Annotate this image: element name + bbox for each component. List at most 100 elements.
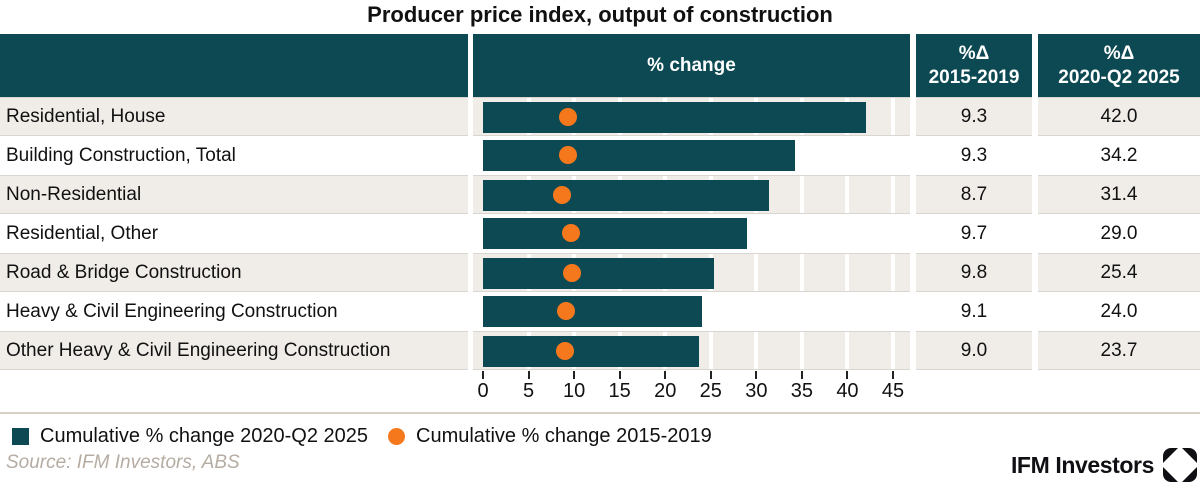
legend-divider [0,412,1200,414]
value-2015-2019: 9.3 [916,97,1032,136]
bar-2020-q2-2025 [483,296,702,327]
ifm-logo-icon [1163,448,1197,482]
axis-tick [800,371,803,379]
axis-tick-label: 5 [522,380,535,402]
dot-2015-2019 [558,146,577,164]
row-chart-cell [473,292,910,331]
row-chart-cell [473,136,910,175]
axis-tick [846,371,849,379]
header-2025-line1: %Δ [1103,43,1135,65]
ifm-wordmark: IFM Investors [1010,451,1154,478]
row-chart-cell [473,175,910,214]
row-label: Residential, Other [6,222,159,244]
row-chart-cell [473,253,910,292]
value-2015-2019: 9.0 [916,331,1032,370]
axis-tick [664,371,667,379]
gridline [845,254,850,291]
value-2020-q2-2025: 25.4 [1038,253,1200,292]
axis-tick-label: 30 [745,380,768,402]
header-2025-line2: 2020-Q2 2025 [1058,66,1180,88]
gridline [799,332,804,369]
source-note: Source: IFM Investors, ABS [6,452,240,473]
axis-tick-label: 15 [608,380,631,402]
legend-dot-swatch-icon [388,427,405,445]
axis-tick [618,371,621,379]
value-2020-q2-2025: 31.4 [1038,175,1200,214]
legend: Cumulative % change 2020-Q2 2025 Cumulat… [12,421,712,451]
gridline [754,332,759,369]
gridline [891,332,895,369]
axis-tick-label: 10 [562,380,586,402]
value-2020-q2-2025: 34.2 [1100,144,1138,166]
gridline [799,176,804,213]
table-row: Non-Residential 8.7 31.4 [0,175,1200,214]
legend-dot-label: Cumulative % change 2015-2019 [416,424,712,447]
gridline [799,254,804,291]
axis-tick [573,371,576,379]
value-2015-2019: 9.3 [960,144,988,166]
value-2020-q2-2025: 23.7 [1038,331,1200,370]
legend-bar-swatch-icon [12,427,29,445]
value-2015-2019: 8.7 [916,175,1032,214]
header-cell-2015-2019: %Δ 2015-2019 [916,34,1032,97]
axis-tick-label: 40 [836,380,859,402]
row-label: Other Heavy & Civil Engineering Construc… [0,331,468,370]
gridline [708,332,713,369]
row-label: Residential, House [0,97,468,136]
header-cell-2020-2025: %Δ 2020-Q2 2025 [1038,34,1200,97]
value-2015-2019: 9.8 [916,253,1032,292]
dot-2015-2019 [553,186,572,204]
axis-tick-label: 20 [654,380,677,402]
axis-tick-label: 0 [477,380,489,402]
gridline [891,176,895,213]
gridline [845,176,850,213]
bar-2020-q2-2025 [483,336,699,367]
axis-tick [482,371,484,379]
row-chart-cell [473,97,910,136]
header-cell-pct-change: % change [473,34,910,97]
table-row: Residential, Other 9.7 29.0 [0,214,1200,253]
bar-2020-q2-2025 [483,218,748,249]
value-2015-2019: 9.7 [960,222,988,244]
row-label: Non-Residential [0,175,468,214]
axis-tick [709,371,712,379]
bar-2020-q2-2025 [483,102,866,133]
dot-2015-2019 [556,302,575,320]
table-row: Heavy & Civil Engineering Construction 9… [0,292,1200,331]
dot-2015-2019 [562,224,581,242]
bar-2020-q2-2025 [483,180,770,211]
header-cell-labels [0,34,468,97]
table-header: % change %Δ 2015-2019 %Δ 2020-Q2 2025 [0,34,1200,97]
axis-tick-label: 25 [699,380,722,402]
row-label: Building Construction, Total [6,144,236,166]
dot-2015-2019 [558,108,577,126]
row-chart-cell [473,331,910,370]
header-2015-line2: 2015-2019 [928,66,1020,88]
dot-2015-2019 [556,342,574,360]
bar-2020-q2-2025 [483,140,795,171]
axis-tick [892,371,894,379]
header-2015-line1: %Δ [958,43,990,65]
axis-tick-label: 45 [881,380,905,402]
gridline [845,332,850,369]
branding: IFM Investors [1011,448,1197,482]
gridline [891,98,895,135]
row-label: Heavy & Civil Engineering Construction [6,300,338,322]
header-pct-change-label: % change [647,54,736,76]
x-axis: 0 5 10 15 20 25 30 35 40 45 [473,370,910,412]
gridline [754,254,759,291]
gridline [891,254,895,291]
axis-tick [527,371,530,379]
value-2020-q2-2025: 24.0 [1100,300,1138,322]
table-row: Road & Bridge Construction 9.8 25.4 [0,253,1200,292]
row-label: Road & Bridge Construction [0,253,468,292]
legend-bar-label: Cumulative % change 2020-Q2 2025 [40,424,368,447]
value-2020-q2-2025: 29.0 [1100,222,1138,244]
axis-tick [755,371,758,379]
value-2020-q2-2025: 42.0 [1038,97,1200,136]
table-body: Residential, House 9.3 42.0 Building Con… [0,97,1200,370]
bar-2020-q2-2025 [483,258,715,289]
value-2015-2019: 9.1 [960,300,988,322]
axis-tick-label: 35 [790,380,813,402]
